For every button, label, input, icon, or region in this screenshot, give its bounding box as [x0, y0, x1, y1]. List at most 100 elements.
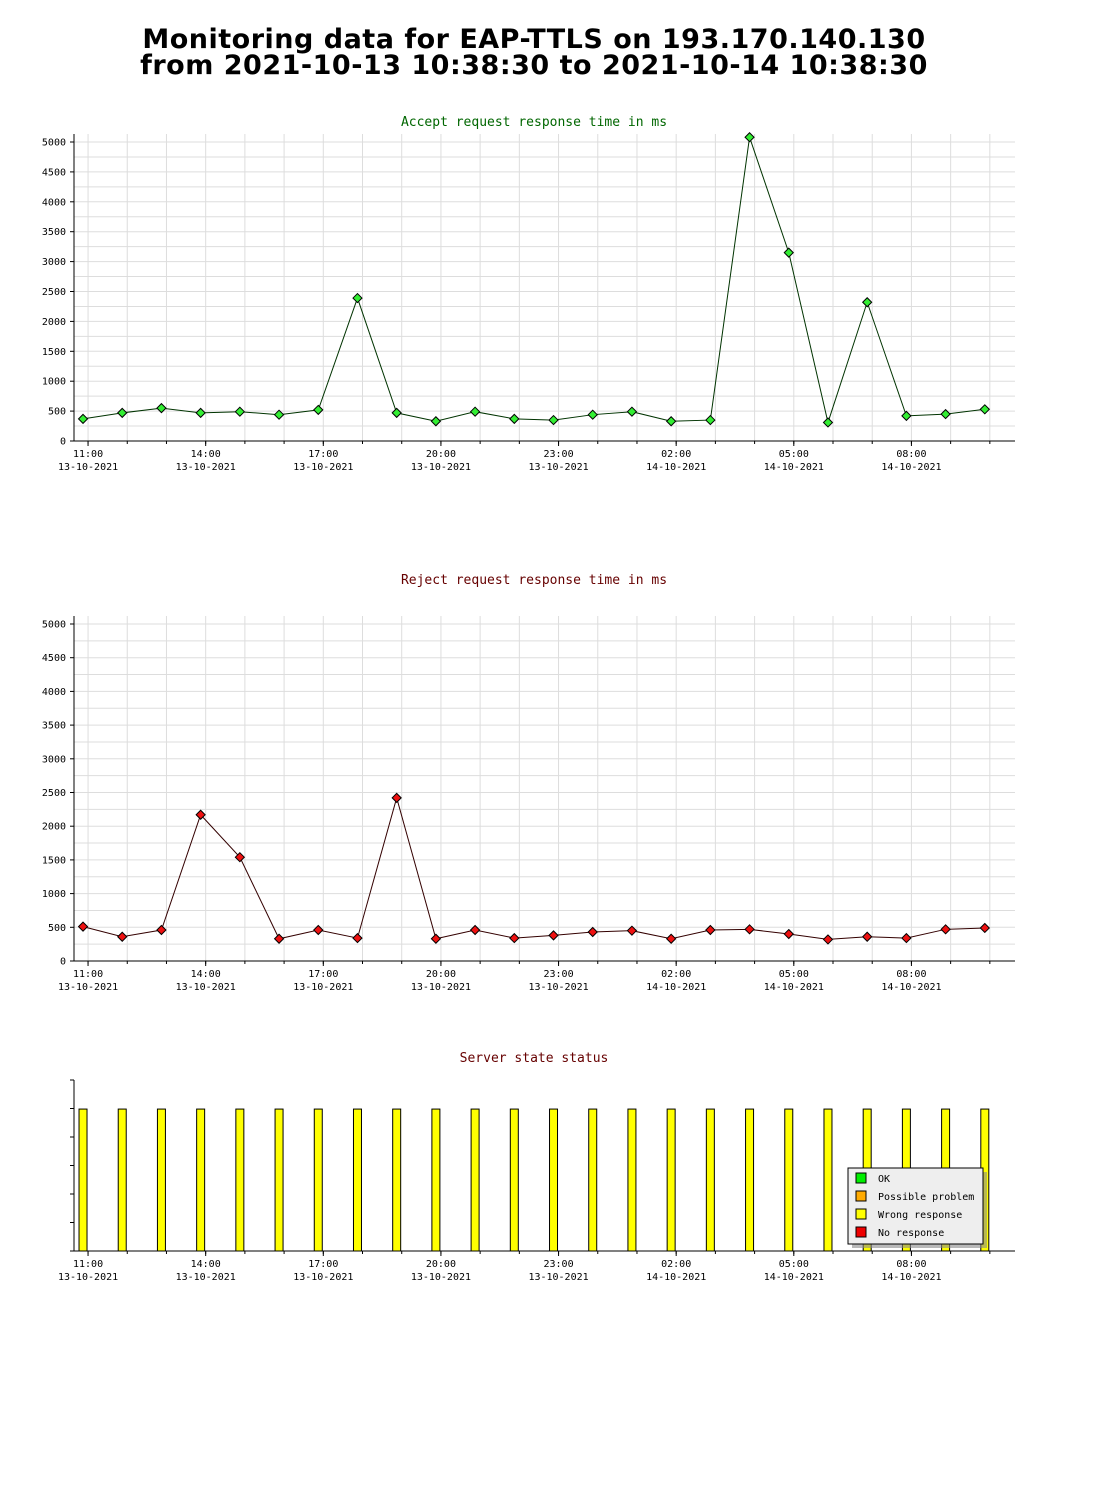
x-tick-time-label: 23:00 [543, 449, 573, 460]
data-point [744, 132, 755, 143]
data-point [234, 851, 246, 863]
data-point [77, 413, 89, 425]
y-tick-label: 1500 [42, 347, 66, 358]
data-point [979, 922, 991, 934]
data-point [940, 924, 951, 935]
x-tick-time-label: 05:00 [779, 449, 809, 460]
y-tick-label: 1000 [42, 889, 66, 900]
data-point [509, 413, 520, 425]
x-tick-time-label: 02:00 [661, 449, 691, 460]
x-tick-date-label: 13-10-2021 [58, 1272, 118, 1283]
data-point [391, 792, 402, 804]
x-tick-date-label: 14-10-2021 [881, 982, 941, 990]
series-line [82, 137, 985, 425]
status-bar [274, 1108, 284, 1252]
y-tick-label: 2000 [42, 317, 66, 328]
x-tick-time-label: 11:00 [73, 969, 103, 980]
page-title-line-1: Monitoring data for EAP-TTLS on 193.170.… [142, 24, 926, 55]
status-bar [784, 1108, 794, 1252]
status-bar [705, 1108, 715, 1252]
x-tick-date-label: 14-10-2021 [764, 982, 824, 990]
y-tick-label: 2000 [42, 822, 66, 833]
y-tick-label: 4500 [42, 653, 66, 664]
x-tick-time-label: 20:00 [426, 1259, 456, 1270]
status-bar [588, 1108, 598, 1252]
x-tick-time-label: 14:00 [191, 1259, 221, 1270]
y-tick-label: 3500 [42, 721, 66, 732]
x-tick-time-label: 17:00 [308, 969, 338, 980]
x-tick-time-label: 23:00 [543, 1259, 573, 1270]
data-point [587, 926, 598, 938]
x-tick-date-label: 13-10-2021 [411, 1272, 471, 1283]
data-point [469, 406, 481, 417]
status-bar [78, 1108, 88, 1252]
status-bar [117, 1108, 127, 1252]
x-tick-time-label: 08:00 [896, 969, 926, 980]
data-point [469, 924, 481, 936]
x-tick-date-label: 14-10-2021 [764, 1272, 824, 1283]
x-tick-time-label: 20:00 [426, 449, 456, 460]
y-tick-label: 3500 [42, 227, 66, 238]
status-bar [431, 1108, 441, 1252]
status-bar [823, 1108, 833, 1252]
x-tick-date-label: 13-10-2021 [293, 1272, 353, 1283]
status-bar [235, 1108, 245, 1252]
y-tick-label: 1500 [42, 855, 66, 866]
x-tick-time-label: 02:00 [661, 969, 691, 980]
legend-label: Possible problem [878, 1192, 974, 1203]
x-tick-time-label: 08:00 [896, 449, 926, 460]
chart-title: Reject request response time in ms [401, 573, 667, 588]
grid [74, 134, 1015, 441]
x-tick-date-label: 13-10-2021 [528, 1272, 588, 1283]
data-point [861, 931, 873, 942]
data-point [705, 924, 716, 936]
data-point [352, 932, 363, 944]
grid [74, 616, 1015, 961]
y-tick-label: 4000 [42, 197, 66, 208]
x-tick-time-label: 17:00 [308, 449, 338, 460]
legend-swatch [855, 1190, 867, 1202]
data-point [901, 410, 912, 422]
accept-response-chart: Accept request response time in ms 0 500 10… [42, 115, 1015, 473]
x-tick-time-label: 05:00 [779, 1259, 809, 1270]
x-tick-date-label: 13-10-2021 [293, 462, 353, 473]
status-bar [509, 1108, 519, 1252]
data-point [77, 921, 89, 932]
data-point [783, 247, 794, 258]
data-point [548, 414, 559, 426]
legend-label: No response [878, 1228, 944, 1239]
x-tick-date-label: 13-10-2021 [293, 982, 353, 990]
data-point [509, 932, 520, 944]
y-tick-label: 1000 [42, 377, 66, 388]
server-status-chart: Server state status 11:00 13-10-2021 14:00 1… [58, 1051, 1015, 1283]
x-tick-time-label: 20:00 [426, 969, 456, 980]
y-tick-label: 2500 [42, 287, 66, 298]
x-tick-date-label: 14-10-2021 [646, 462, 706, 473]
data-point [822, 934, 834, 945]
x-tick-time-label: 11:00 [73, 449, 103, 460]
x-tick-date-label: 13-10-2021 [176, 982, 236, 990]
x-tick-date-label: 13-10-2021 [58, 982, 118, 990]
legend: OK Possible problem Wrong response No respo… [847, 1167, 987, 1248]
legend-swatch [855, 1226, 867, 1238]
data-point [979, 404, 991, 415]
data-point [626, 925, 638, 936]
data-point [313, 404, 324, 416]
x-tick-date-label: 14-10-2021 [881, 1272, 941, 1283]
data-point [822, 417, 834, 428]
data-point [705, 414, 716, 426]
data-point [273, 409, 285, 420]
status-bar [156, 1108, 166, 1252]
status-bar [549, 1108, 559, 1252]
x-tick-date-label: 13-10-2021 [528, 462, 588, 473]
x-tick-date-label: 13-10-2021 [176, 1272, 236, 1283]
data-point [156, 402, 167, 414]
x-tick-date-label: 14-10-2021 [646, 1272, 706, 1283]
data-point [273, 933, 285, 944]
status-bar [627, 1108, 637, 1252]
y-tick-label: 0 [60, 957, 66, 968]
data-point [665, 416, 677, 427]
x-tick-time-label: 14:00 [191, 449, 221, 460]
legend-box [847, 1167, 984, 1245]
x-tick-time-label: 11:00 [73, 1259, 103, 1270]
